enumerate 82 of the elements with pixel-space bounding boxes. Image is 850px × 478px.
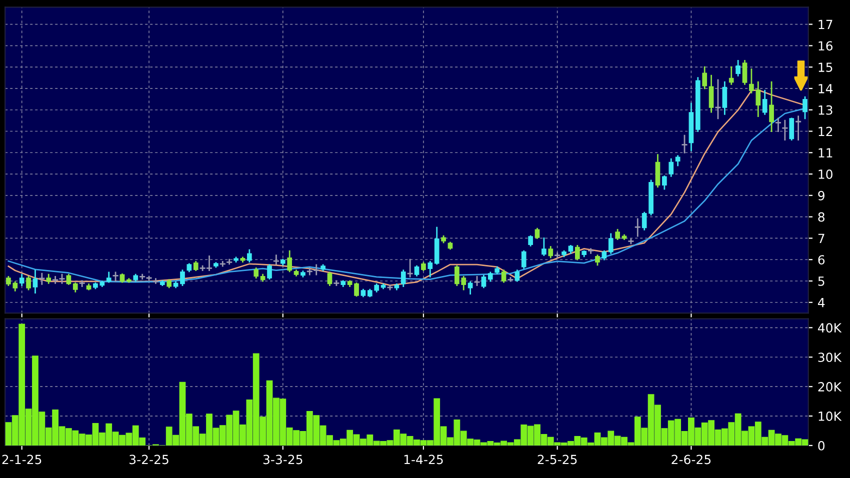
candlestick <box>662 175 667 190</box>
candlestick <box>39 272 45 285</box>
candlestick <box>32 270 38 294</box>
y-tick-label: 0 <box>818 440 824 450</box>
y-tick-label: 30K <box>818 352 842 362</box>
candlestick <box>802 96 808 120</box>
candlestick <box>608 233 614 254</box>
y-tick-label: 15 <box>818 62 832 72</box>
candlestick <box>736 60 740 76</box>
candlestick <box>521 250 526 269</box>
candlestick <box>782 120 788 140</box>
y-tick-label: 14 <box>818 84 833 94</box>
candlestick <box>554 252 560 258</box>
candlestick <box>528 235 533 246</box>
candlestick <box>180 270 185 286</box>
candlestick <box>514 270 520 282</box>
candlestick <box>19 274 24 286</box>
candlestick <box>542 238 546 256</box>
candlestick <box>327 272 332 286</box>
candlestick <box>407 258 413 278</box>
candlestick <box>722 81 728 115</box>
candlestick <box>668 158 674 177</box>
y-tick-label: 8 <box>818 212 824 222</box>
candlestick <box>26 276 31 290</box>
candlestick <box>655 154 660 188</box>
candlestick <box>708 74 714 113</box>
candlestick <box>742 60 748 85</box>
candlestick <box>287 250 292 272</box>
candlestick <box>66 274 72 285</box>
candlestick <box>702 66 708 90</box>
candlestick <box>254 267 259 278</box>
candlestick <box>574 245 580 260</box>
candlestick <box>615 228 620 240</box>
y-tick-label: 6 <box>818 255 825 265</box>
x-tick-label: 3-3-25 <box>263 454 302 464</box>
candlestick <box>588 248 594 254</box>
candlestick <box>106 272 112 283</box>
candlestick <box>682 134 688 154</box>
y-tick-label: 10K <box>818 412 842 421</box>
candlestick <box>273 254 279 265</box>
y-tick-label: 10 <box>818 170 832 179</box>
y-tick-label: 4 <box>818 298 825 308</box>
candlestick <box>796 116 802 140</box>
y-tick-label: 11 <box>818 148 832 158</box>
y-tick-label: 17 <box>818 20 832 30</box>
y-tick-label: 13 <box>818 105 832 115</box>
candlestick <box>267 264 272 280</box>
candlestick <box>675 155 680 166</box>
candlestick <box>728 66 734 85</box>
x-tick-label: 2-6-25 <box>672 454 711 464</box>
candlestick <box>334 280 340 286</box>
x-tick-label: 1-4-25 <box>404 454 443 464</box>
candlestick <box>246 249 252 262</box>
x-tick-label: 2-5-25 <box>538 454 577 464</box>
candlestick <box>762 90 768 115</box>
candlestick <box>501 270 506 283</box>
candlestick <box>226 258 232 265</box>
candlestick <box>548 246 554 258</box>
y-tick-label: 40K <box>818 323 842 333</box>
candlestick <box>534 228 540 239</box>
y-tick-label: 7 <box>818 234 824 243</box>
candlestick <box>634 218 640 237</box>
y-tick-label: 16 <box>818 41 832 51</box>
candlestick <box>769 81 774 132</box>
candlestick <box>140 274 146 280</box>
x-tick-label: 2-1-25 <box>2 454 42 464</box>
candlestick <box>152 278 158 284</box>
candlestick <box>400 270 406 288</box>
candlestick <box>775 118 781 132</box>
x-tick-label: 3-2-25 <box>130 454 168 464</box>
y-tick-label: 12 <box>818 126 832 136</box>
y-tick-label: 9 <box>818 190 824 200</box>
y-tick-label: 20K <box>818 382 842 392</box>
candlestick <box>414 265 420 276</box>
y-tick-label: 5 <box>818 276 824 286</box>
candlestick <box>789 118 794 140</box>
candlestick <box>481 274 486 288</box>
candlestick <box>79 280 85 288</box>
candlestick <box>595 254 600 266</box>
candlestick <box>220 261 226 267</box>
candlestick <box>428 261 433 278</box>
candlestick <box>715 79 721 120</box>
